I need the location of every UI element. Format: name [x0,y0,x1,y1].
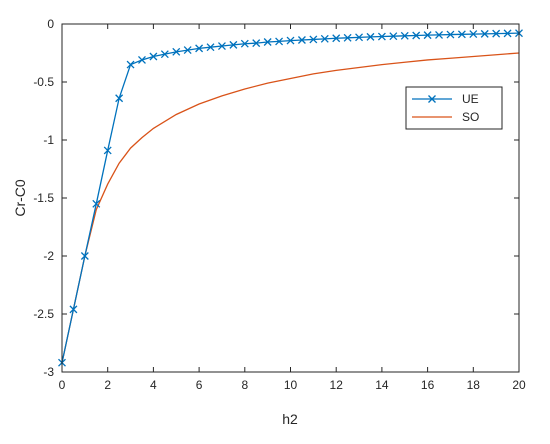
x-axis-label: h2 [282,411,298,427]
data-point-ue [217,42,226,50]
legend: UE SO [405,86,503,130]
data-point-ue [457,30,466,39]
data-point-ue [263,38,272,46]
x-tick-label: 0 [59,378,66,392]
data-point-ue [309,35,318,44]
data-point-ue [446,30,455,39]
x-tick-label: 14 [375,378,389,392]
data-point-ue [126,60,135,69]
data-point-ue [377,32,386,41]
y-tick-label: -2.5 [33,307,54,321]
x-tick-label: 20 [512,378,526,392]
x-tick-label: 10 [284,378,298,392]
data-point-ue [92,199,101,208]
data-point-ue [115,94,124,103]
data-point-ue [149,52,158,61]
y-tick-label: -0.5 [33,75,54,89]
data-point-ue [343,33,352,42]
y-tick-label: -1.5 [33,191,54,205]
data-point-ue [138,56,146,64]
data-point-ue [355,33,364,42]
legend-label: UE [462,92,479,106]
y-axis: 0 -0.5 -1 -1.5 -2 -2.5 -3 [33,17,519,379]
y-tick-label: -2 [43,249,54,263]
data-point-ue [492,29,501,38]
data-point-ue [320,34,329,43]
series-line-so [61,52,520,363]
legend-item-so: SO [412,110,479,124]
data-point-ue [275,37,284,46]
data-point-ue [286,36,295,45]
data-point-ue [503,29,512,38]
y-axis-label: Cr-C0 [12,179,28,217]
data-point-ue [423,31,432,40]
data-point-ue [240,39,249,48]
data-point-ue [469,30,478,39]
data-point-ue [183,46,192,55]
y-tick-label: -1 [43,133,54,147]
x-tick-label: 8 [241,378,248,392]
legend-item-ue: UE [412,92,479,106]
data-point-ue [332,34,341,43]
data-point-ue [69,305,78,314]
legend-label: SO [462,110,479,124]
data-point-ue [389,32,398,41]
x-tick-label: 12 [330,378,344,392]
data-point-ue [435,30,443,39]
data-point-ue [80,252,89,260]
data-point-ue [172,47,181,56]
legend-box [405,86,503,130]
data-point-ue [297,36,306,44]
data-point-ue [229,40,238,49]
data-point-ue [412,31,421,40]
data-point-ue [103,146,112,155]
data-point-ue [160,50,169,59]
x-axis: 0 2 4 6 8 10 12 14 16 18 20 [59,24,526,392]
x-tick-label: 16 [421,378,435,392]
data-point-ue [252,39,261,48]
y-tick-label: 0 [47,17,54,31]
x-tick-label: 6 [196,378,203,392]
data-point-ue [195,44,204,53]
y-tick-label: -3 [43,365,54,379]
x-tick-label: 4 [150,378,157,392]
data-point-ue [366,32,375,41]
x-tick-label: 18 [467,378,481,392]
x-tick-label: 2 [104,378,111,392]
data-point-ue [206,43,215,52]
data-point-ue [400,31,409,40]
data-point-ue [480,29,489,38]
